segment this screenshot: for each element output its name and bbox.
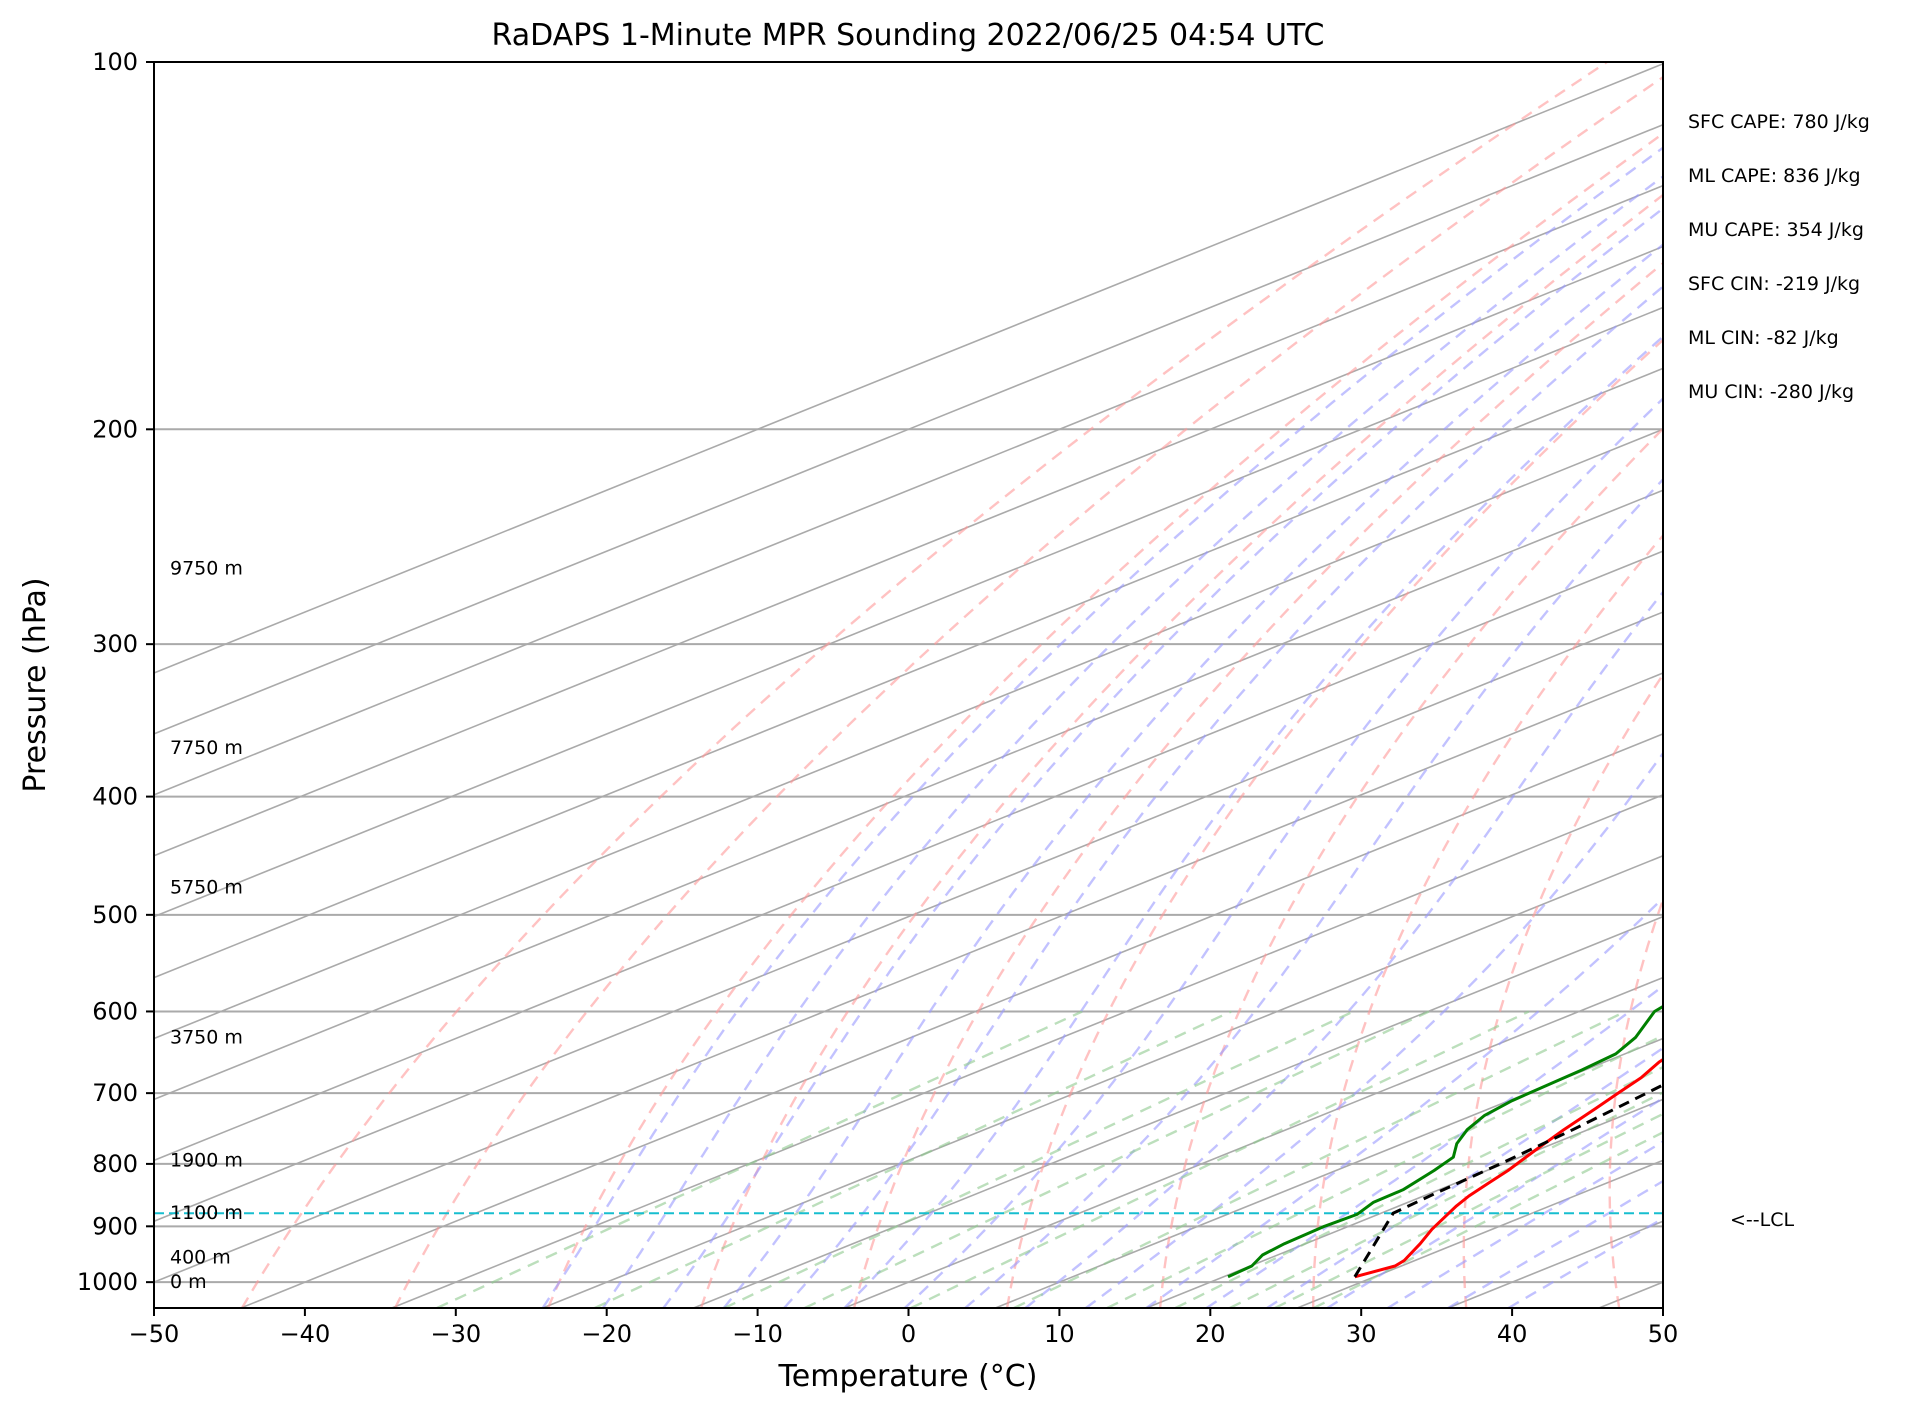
index-text: SFC CAPE: 780 J/kg — [1688, 111, 1870, 133]
isotherm-line — [693, 915, 1663, 1308]
x-tick-label: −50 — [129, 1320, 180, 1348]
height-label: 1900 m — [170, 1150, 243, 1172]
mixing-ratio-line — [723, 1010, 1354, 1308]
height-labels: 9750 m 7750 m 5750 m 3750 m 1900 m 1100 m 400 … — [170, 557, 243, 1293]
moist-adiabat-line — [783, 285, 1663, 1308]
isotherm-line — [391, 793, 1663, 1308]
height-label: 1100 m — [170, 1202, 243, 1224]
y-tick-label: 200 — [92, 415, 138, 443]
isotherm-line — [154, 123, 1663, 735]
mixing-ratio-line — [1229, 1091, 1663, 1308]
isotherm-line — [240, 733, 1663, 1308]
mixing-ratio-line — [1106, 1034, 1663, 1308]
y-tick-label: 900 — [92, 1212, 138, 1240]
dry-adiabat-line — [394, 75, 1663, 1308]
x-tick-label: 40 — [1497, 1320, 1528, 1348]
moist-adiabat-line — [1085, 751, 1663, 1308]
moist-adiabat-line — [662, 206, 1663, 1308]
index-text: SFC CIN: -219 J/kg — [1688, 273, 1860, 295]
y-tick-label: 600 — [92, 997, 138, 1025]
dewpoint-trace — [1227, 1004, 1663, 1279]
x-tick-label: 0 — [901, 1320, 916, 1348]
moist-adiabat-line — [1447, 1179, 1663, 1308]
isotherm-line — [154, 428, 1663, 1040]
isotherm-line — [154, 550, 1663, 1162]
mixing-ratio-line — [1013, 1010, 1627, 1308]
index-text: MU CIN: -280 J/kg — [1688, 381, 1854, 403]
dry-adiabat-line — [1158, 426, 1663, 1308]
isotherm-line — [154, 367, 1663, 979]
dry-adiabat-line — [546, 132, 1663, 1308]
isotherm-line — [154, 611, 1663, 1223]
dry-adiabat-line — [1311, 533, 1663, 1308]
mixing-ratio-line — [1274, 1112, 1663, 1308]
x-tick-label: 20 — [1195, 1320, 1226, 1348]
y-tick-label: 700 — [92, 1079, 138, 1107]
parcel-trace — [1353, 1083, 1663, 1278]
moist-adiabat-line — [964, 477, 1663, 1308]
dry-adiabat-line — [240, 62, 1608, 1308]
index-panel: <--LCL SFC CAPE: 780 J/kg ML CAPE: 836 J/k… — [1688, 111, 1870, 1231]
height-label: 3750 m — [170, 1026, 243, 1048]
x-tick-label: −20 — [581, 1320, 632, 1348]
x-axis-label: Temperature (°C) — [778, 1359, 1038, 1394]
y-tick-label: 300 — [92, 630, 138, 658]
mixing-ratio-line — [1174, 1065, 1663, 1308]
y-tick-label: 500 — [92, 901, 138, 929]
moist-adiabat-line — [1024, 590, 1663, 1308]
x-tick-label: −30 — [430, 1320, 481, 1348]
x-tick-label: 30 — [1346, 1320, 1377, 1348]
x-tick-label: 10 — [1044, 1320, 1075, 1348]
moist-adiabat-line — [1145, 896, 1663, 1308]
height-label: 7750 m — [170, 737, 243, 759]
isotherm-line — [154, 245, 1663, 857]
temperature-trace — [1354, 1057, 1663, 1279]
background-grid — [154, 62, 1663, 1308]
mixing-ratio-line — [1313, 1131, 1663, 1308]
dry-adiabat-line — [852, 261, 1663, 1308]
height-label: 0 m — [170, 1271, 207, 1293]
y-tick-label: 100 — [92, 48, 138, 76]
height-label: 9750 m — [170, 557, 243, 579]
dry-adiabat-line — [1005, 338, 1663, 1308]
moist-adiabat-line — [903, 396, 1663, 1308]
height-label: 5750 m — [170, 877, 243, 899]
isotherm-line — [844, 976, 1663, 1308]
moist-adiabat-line — [722, 243, 1663, 1308]
mixing-ratio-line — [436, 1010, 1083, 1308]
moist-adiabat-line — [602, 175, 1663, 1308]
index-text: ML CAPE: 836 J/kg — [1688, 165, 1861, 187]
chart-title: RaDAPS 1-Minute MPR Sounding 2022/06/25 … — [492, 18, 1325, 53]
isotherm-line — [1146, 1098, 1663, 1308]
moist-adiabat-line — [541, 146, 1663, 1308]
y-tick-label: 400 — [92, 783, 138, 811]
lcl-label: <--LCL — [1730, 1209, 1794, 1231]
mixing-ratio-line — [594, 1010, 1232, 1308]
moist-adiabat-line — [1326, 1096, 1663, 1308]
x-tick-label: −10 — [732, 1320, 783, 1348]
isotherm-line — [154, 489, 1663, 1101]
index-text: MU CAPE: 354 J/kg — [1688, 219, 1864, 241]
isotherm-line — [154, 672, 1663, 1284]
y-tick-label: 800 — [92, 1150, 138, 1178]
mixing-ratio-line — [910, 1010, 1530, 1308]
moist-adiabat-line — [1387, 1140, 1663, 1308]
isotherm-line — [154, 306, 1663, 918]
index-text: ML CIN: -82 J/kg — [1688, 327, 1839, 349]
y-axis-label: Pressure (hPa) — [18, 577, 53, 792]
height-label: 400 m — [170, 1247, 231, 1269]
isotherm-line — [154, 62, 1663, 674]
isotherm-line — [154, 184, 1663, 796]
moist-adiabat-line — [843, 335, 1663, 1308]
isotherm-line — [542, 854, 1663, 1308]
y-tick-label: 1000 — [77, 1268, 138, 1296]
x-tick-label: −40 — [280, 1320, 331, 1348]
dry-adiabat-line — [1608, 896, 1663, 1308]
mixing-ratio-line — [804, 1010, 1430, 1308]
sounding-traces — [154, 1004, 1663, 1279]
x-tick-label: 50 — [1648, 1320, 1679, 1348]
